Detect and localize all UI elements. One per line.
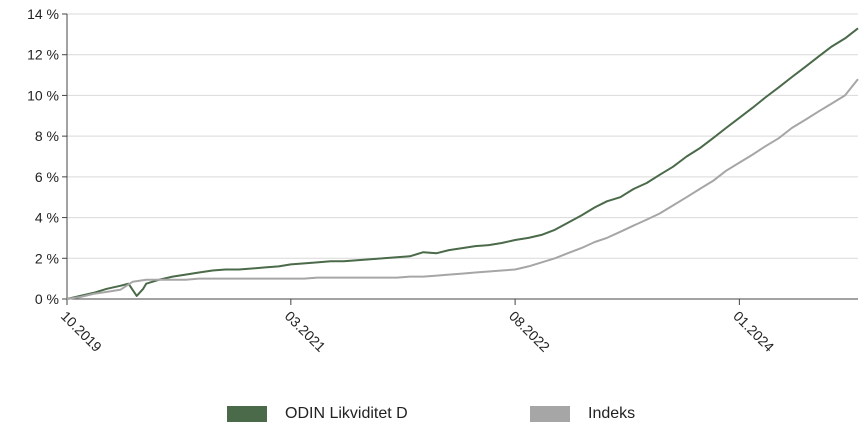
legend-item-indeks[interactable]: Indeks [530, 404, 635, 424]
y-tick-label: 4 % [35, 210, 59, 226]
y-tick-label: 2 % [35, 250, 59, 266]
series-line-odin [66, 27, 859, 300]
line-chart: 0 % 2 % 4 % 6 % 8 % 10 % 12 % 14 % 10.2019 03.20… [27, 6, 859, 355]
series-line-indeks [66, 78, 859, 300]
legend-swatch-odin [227, 406, 267, 422]
legend: ODIN Likviditet D Indeks [0, 404, 864, 428]
legend-label-indeks: Indeks [588, 405, 636, 422]
y-axis: 0 % 2 % 4 % 6 % 8 % 10 % 12 % 14 % [27, 6, 68, 307]
y-tick-label: 10 % [27, 87, 59, 103]
x-tick-label: 10.2019 [58, 308, 105, 355]
legend-swatch-indeks [530, 406, 570, 422]
x-tick-label: 01.2024 [730, 308, 777, 355]
y-tick-label: 14 % [27, 6, 59, 22]
x-axis: 10.2019 03.2021 08.2022 01.2024 [58, 299, 777, 355]
y-tick-label: 12 % [27, 47, 59, 63]
legend-label-odin: ODIN Likviditet D [285, 405, 408, 422]
gridlines [67, 13, 858, 300]
x-tick-label: 08.2022 [506, 308, 553, 355]
x-tick-label: 03.2021 [282, 308, 329, 355]
legend-item-odin[interactable]: ODIN Likviditet D [227, 404, 408, 424]
series-layer [66, 27, 859, 300]
y-tick-label: 6 % [35, 169, 59, 185]
y-tick-label: 0 % [35, 291, 59, 307]
y-tick-label: 8 % [35, 128, 59, 144]
